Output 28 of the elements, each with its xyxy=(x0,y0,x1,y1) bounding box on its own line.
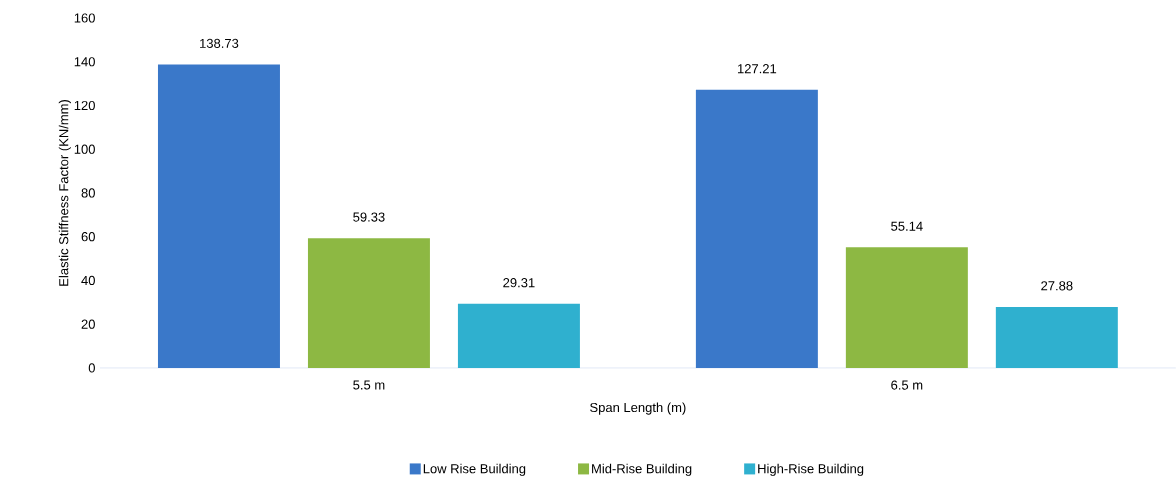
y-tick-label: 40 xyxy=(81,275,95,286)
legend-label: Low Rise Building xyxy=(423,463,526,476)
legend-label: Mid-Rise Building xyxy=(592,463,692,476)
bar xyxy=(157,64,280,368)
data-label: 59.33 xyxy=(353,212,385,222)
y-tick-label: 100 xyxy=(74,144,95,154)
y-tick-label: 0 xyxy=(88,363,95,373)
bar xyxy=(695,89,818,368)
data-label: 27.88 xyxy=(1041,281,1073,291)
y-tick-label: 80 xyxy=(81,188,95,198)
x-tick-label: 6.5 m xyxy=(891,380,923,390)
y-tick-label: 120 xyxy=(74,100,95,111)
bar xyxy=(457,303,580,368)
y-tick-label: 160 xyxy=(74,13,95,23)
bar xyxy=(845,247,968,368)
legend-label: High-Rise Building xyxy=(758,463,864,476)
y-tick-label: 140 xyxy=(74,57,95,67)
data-label: 29.31 xyxy=(503,278,535,288)
x-axis-title: Span Length (m) xyxy=(590,402,686,415)
bar xyxy=(307,238,430,368)
x-tick-label: 5.5 m xyxy=(353,380,385,390)
y-tick-label: 20 xyxy=(81,319,95,329)
data-label: 55.14 xyxy=(891,221,923,231)
y-axis-title: Elastic Stiffness Factor (KN/mm) xyxy=(58,100,71,286)
data-label: 138.73 xyxy=(200,38,239,49)
y-tick-label: 60 xyxy=(81,232,95,242)
bar xyxy=(995,306,1118,368)
data-label: 127.21 xyxy=(737,64,777,74)
